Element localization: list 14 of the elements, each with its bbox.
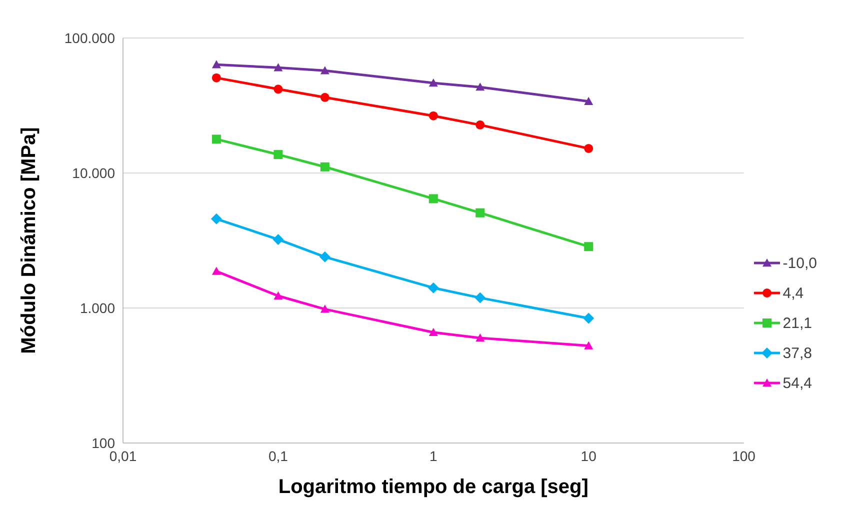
- legend-label: 21,1: [782, 314, 812, 332]
- y-tick-label: 1.000: [80, 300, 116, 316]
- x-tick-label: 0,1: [268, 448, 288, 464]
- y-tick-label: 10.000: [72, 164, 116, 181]
- x-axis-title: Logaritmo tiempo de carga [seg]: [278, 476, 588, 498]
- y-tick-label: 100.000: [64, 30, 116, 46]
- x-tick-label: 100: [732, 448, 756, 464]
- legend-label: 4,4: [782, 284, 804, 302]
- legend-label: -10,0: [782, 254, 817, 272]
- y-axis-title: Módulo Dinámico [MPa]: [18, 127, 40, 354]
- x-tick-label: 10: [580, 448, 597, 464]
- legend-label: 37,8: [782, 344, 812, 362]
- legend-label: 54,4: [782, 374, 812, 392]
- x-tick-label: 1: [430, 448, 438, 464]
